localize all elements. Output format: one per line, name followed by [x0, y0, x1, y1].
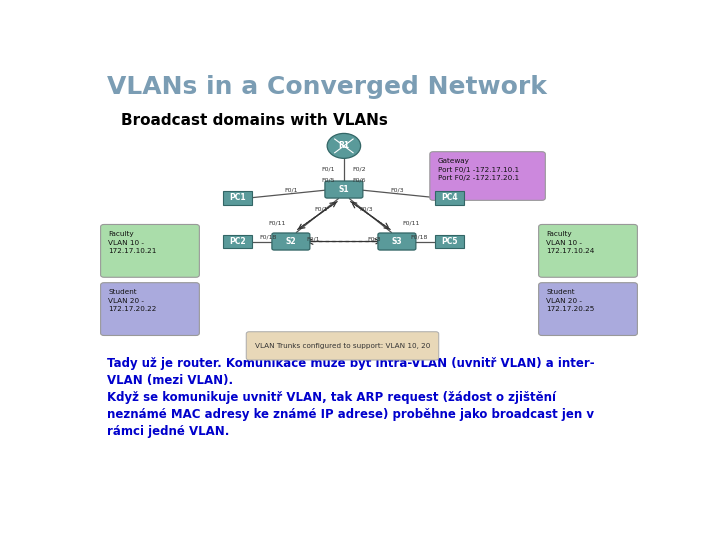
Text: F0/5: F0/5 [322, 178, 335, 183]
FancyBboxPatch shape [539, 282, 637, 335]
Text: F0/1: F0/1 [307, 237, 320, 242]
Text: Faculty
VLAN 10 -
172.17.10.24: Faculty VLAN 10 - 172.17.10.24 [546, 231, 595, 254]
Text: Broadcast domains with VLANs: Broadcast domains with VLANs [121, 113, 387, 127]
FancyBboxPatch shape [436, 191, 464, 205]
FancyBboxPatch shape [223, 235, 253, 248]
Text: Faculty
VLAN 10 -
172.17.10.21: Faculty VLAN 10 - 172.17.10.21 [109, 231, 157, 254]
Text: F0/18: F0/18 [260, 235, 277, 240]
FancyBboxPatch shape [436, 235, 464, 248]
Text: F0/3: F0/3 [368, 237, 382, 242]
Text: F0/3: F0/3 [390, 187, 404, 192]
FancyBboxPatch shape [223, 191, 253, 205]
FancyBboxPatch shape [101, 225, 199, 277]
Text: PC4: PC4 [441, 193, 458, 202]
Text: VLAN Trunks configured to support: VLAN 10, 20: VLAN Trunks configured to support: VLAN … [255, 343, 430, 349]
Text: S3: S3 [392, 237, 402, 246]
Text: F0/2: F0/2 [353, 166, 366, 171]
FancyBboxPatch shape [430, 152, 545, 200]
FancyBboxPatch shape [378, 233, 416, 250]
Text: F0/1: F0/1 [284, 187, 297, 192]
Text: PC1: PC1 [230, 193, 246, 202]
Text: Student
VLAN 20 -
172.17.20.25: Student VLAN 20 - 172.17.20.25 [546, 289, 595, 312]
Text: F0/11: F0/11 [402, 220, 420, 225]
FancyBboxPatch shape [325, 181, 363, 198]
Text: S1: S1 [338, 185, 349, 194]
Text: F0/1: F0/1 [322, 166, 335, 171]
FancyBboxPatch shape [272, 233, 310, 250]
Text: Gateway
Port F0/1 -172.17.10.1
Port F0/2 -172.17.20.1: Gateway Port F0/1 -172.17.10.1 Port F0/2… [438, 158, 518, 181]
Text: F0/18: F0/18 [410, 235, 428, 240]
Text: VLANs in a Converged Network: VLANs in a Converged Network [107, 75, 546, 99]
Text: PC2: PC2 [230, 237, 246, 246]
Text: R1: R1 [338, 141, 349, 150]
Text: S2: S2 [286, 237, 296, 246]
Text: Tady už je router. Komunikace může být intra-VLAN (uvnitř VLAN) a inter-
VLAN (m: Tady už je router. Komunikace může být i… [107, 356, 595, 438]
Text: Student
VLAN 20 -
172.17.20.22: Student VLAN 20 - 172.17.20.22 [109, 289, 157, 312]
Text: PC5: PC5 [441, 237, 458, 246]
Circle shape [327, 133, 361, 158]
FancyBboxPatch shape [539, 225, 637, 277]
Text: F0/6: F0/6 [353, 178, 366, 183]
FancyBboxPatch shape [101, 282, 199, 335]
Text: F0/1: F0/1 [315, 207, 328, 212]
Text: F0/11: F0/11 [269, 220, 286, 225]
Text: F0/3: F0/3 [359, 207, 373, 212]
FancyBboxPatch shape [246, 332, 438, 360]
